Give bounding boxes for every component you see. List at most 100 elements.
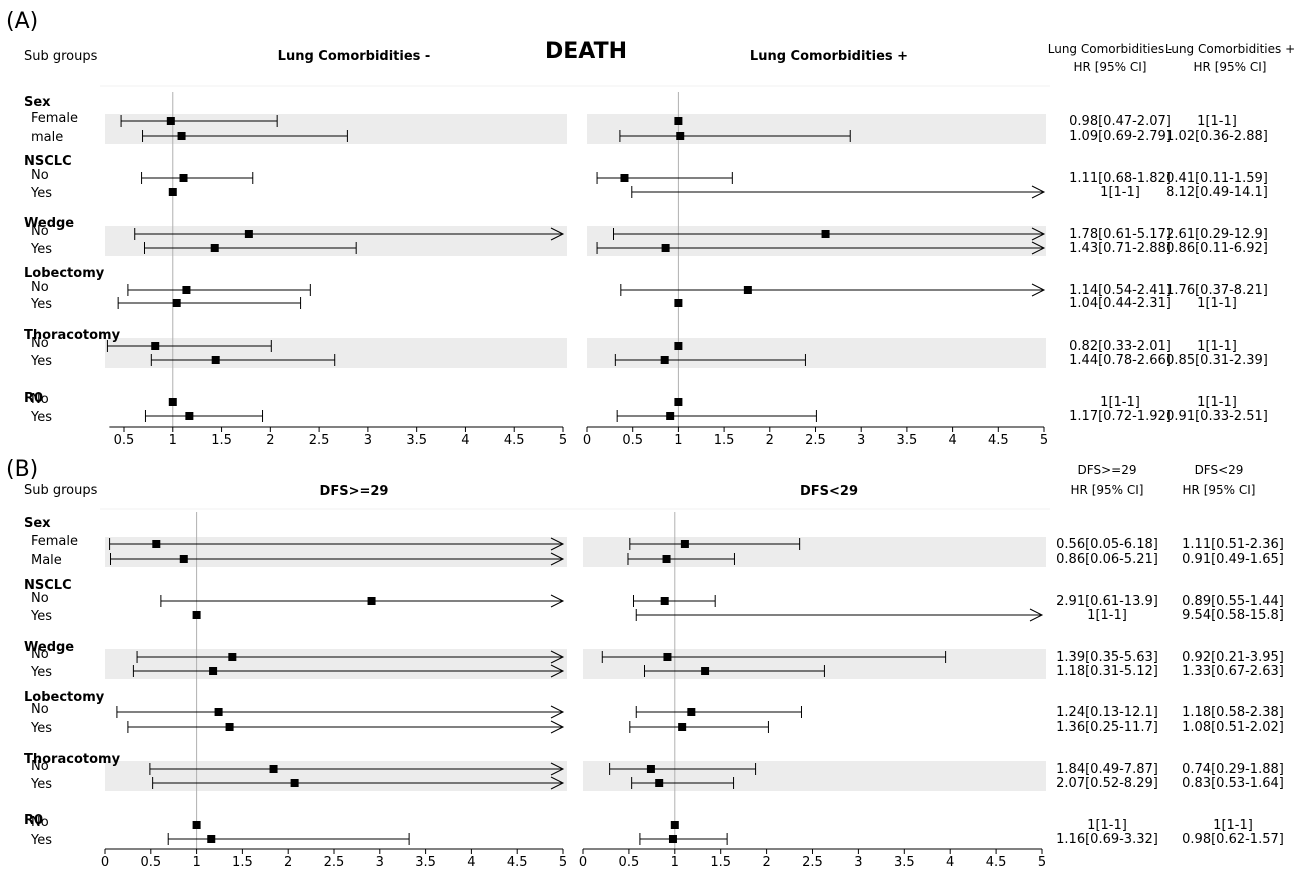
ci-right	[627, 553, 735, 565]
ci-arrow	[550, 776, 565, 790]
ci-right	[635, 608, 1044, 622]
ci-left	[120, 115, 278, 127]
hr-text-left: 1.14[0.54-2.41]	[1069, 283, 1171, 298]
col2-header-title: DFS<29	[1195, 463, 1244, 477]
right-axis-tick-label: 5	[1038, 855, 1046, 870]
hr-point	[290, 779, 299, 787]
ci-left	[142, 130, 348, 142]
left-axis-tick-label: 2	[266, 433, 274, 448]
subgroups-label: Sub groups	[24, 49, 98, 64]
row-label: No	[31, 759, 49, 774]
hr-point	[620, 174, 629, 182]
ci-arrow	[550, 664, 565, 678]
hr-text-left: 1.18[0.31-5.12]	[1056, 664, 1158, 679]
subgroup-name: NSCLC	[24, 154, 72, 169]
right-axis-tick-label: 4.5	[988, 433, 1009, 448]
ci-arrow	[550, 227, 565, 241]
hr-point	[743, 286, 752, 294]
row-label: Yes	[30, 665, 52, 680]
left-axis-tick-label: 3	[376, 855, 384, 870]
hr-text-right: 1.76[0.37-8.21]	[1166, 283, 1268, 298]
left-axis-tick-label: 2	[284, 855, 292, 870]
row-label: No	[31, 224, 49, 239]
ci-left	[149, 762, 565, 776]
hr-text-left: 1.04[0.44-2.31]	[1069, 296, 1171, 311]
hr-text-left: 0.82[0.33-2.01]	[1069, 339, 1171, 354]
hr-text-left: 1.44[0.78-2.66]	[1069, 353, 1171, 368]
right-axis-tick-label: 3.5	[894, 855, 915, 870]
ci-arrow	[1031, 227, 1046, 241]
hr-point	[151, 342, 160, 350]
hr-point	[209, 667, 218, 675]
hr-point	[687, 708, 696, 716]
row-label: Yes	[30, 833, 52, 848]
row-label: Yes	[30, 609, 52, 624]
ci-arrow	[1031, 185, 1046, 199]
col1-header-subtitle: HR [95% CI]	[1074, 60, 1147, 74]
subgroup-name: Sex	[24, 516, 51, 531]
hr-point	[210, 244, 219, 252]
ci-left	[106, 340, 272, 352]
left-panel-title: DFS>=29	[320, 484, 389, 499]
row-label: No	[31, 280, 49, 295]
left-axis-tick-label: 0.5	[140, 855, 161, 870]
hr-text-right: 0.91[0.49-1.65]	[1182, 552, 1284, 567]
ci-right	[613, 227, 1046, 241]
hr-point	[660, 356, 669, 364]
subgroup-name: Thoracotomy	[24, 328, 121, 343]
row-label: No	[31, 647, 49, 662]
ci-right	[631, 777, 735, 789]
ci-left	[136, 650, 565, 664]
row-label: No	[31, 168, 49, 183]
ci-left	[143, 242, 357, 254]
hr-text-right: 0.74[0.29-1.88]	[1182, 762, 1284, 777]
row-label: Yes	[30, 242, 52, 257]
shade-band-right	[583, 537, 1046, 567]
row-label: Yes	[30, 186, 52, 201]
ci-right	[619, 130, 851, 142]
hr-text-right: 1[1-1]	[1197, 339, 1237, 354]
left-axis-tick-label: 1.5	[211, 433, 232, 448]
hr-text-right: 0.91[0.33-2.51]	[1166, 409, 1268, 424]
ci-right	[632, 595, 716, 607]
hr-point	[670, 821, 679, 829]
right-panel-title: Lung Comorbidities +	[750, 49, 908, 64]
col1-header-title: Lung Comorbidities -	[1048, 42, 1173, 56]
panel-letter: (B)	[6, 457, 38, 482]
hr-point	[214, 708, 223, 716]
ci-arrow	[1031, 283, 1046, 297]
hr-text-right: 1.33[0.67-2.63]	[1182, 664, 1284, 679]
hr-text-right: 2.61[0.29-12.9]	[1166, 227, 1268, 242]
row-label: Yes	[30, 777, 52, 792]
hr-point	[168, 188, 177, 196]
row-label: Female	[31, 111, 78, 126]
ci-right	[674, 117, 683, 125]
hr-point	[244, 230, 253, 238]
ci-right	[614, 354, 806, 366]
hr-text-left: 0.98[0.47-2.07]	[1069, 114, 1171, 129]
hr-text-left: 1.84[0.49-7.87]	[1056, 762, 1158, 777]
hr-point	[179, 174, 188, 182]
hr-text-right: 9.54[0.58-15.8]	[1182, 608, 1284, 623]
row-label: Yes	[30, 410, 52, 425]
ci-arrow	[550, 762, 565, 776]
right-axis-tick-label: 1.5	[710, 855, 731, 870]
left-axis-tick-label: 3.5	[415, 855, 436, 870]
right-axis-tick-label: 0.5	[622, 433, 643, 448]
ci-right	[596, 172, 733, 184]
hr-point	[225, 723, 234, 731]
ci-right	[670, 821, 679, 829]
hr-text-left: 2.91[0.61-13.9]	[1056, 594, 1158, 609]
right-axis-tick-label: 2	[766, 433, 774, 448]
hr-point	[177, 132, 186, 140]
col2-header-subtitle: HR [95% CI]	[1183, 483, 1256, 497]
hr-point	[668, 835, 677, 843]
shade-band-right	[587, 338, 1046, 368]
hr-point	[821, 230, 830, 238]
ci-arrow	[550, 537, 565, 551]
ci-arrow	[550, 594, 565, 608]
ci-right	[631, 185, 1046, 199]
left-axis-tick-label: 0.5	[114, 433, 135, 448]
right-axis-tick-label: 4.5	[986, 855, 1007, 870]
hr-point	[228, 653, 237, 661]
